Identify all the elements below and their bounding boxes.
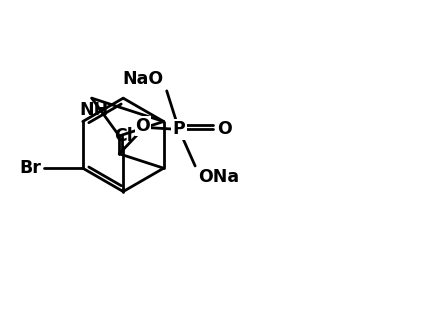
Text: P: P bbox=[173, 120, 185, 138]
Text: O: O bbox=[217, 120, 231, 138]
Text: Br: Br bbox=[19, 159, 41, 177]
Text: ONa: ONa bbox=[198, 168, 240, 186]
Text: NH: NH bbox=[79, 101, 108, 119]
Text: NaO: NaO bbox=[122, 70, 164, 88]
Text: Cl: Cl bbox=[114, 127, 133, 145]
Text: O: O bbox=[136, 117, 150, 135]
